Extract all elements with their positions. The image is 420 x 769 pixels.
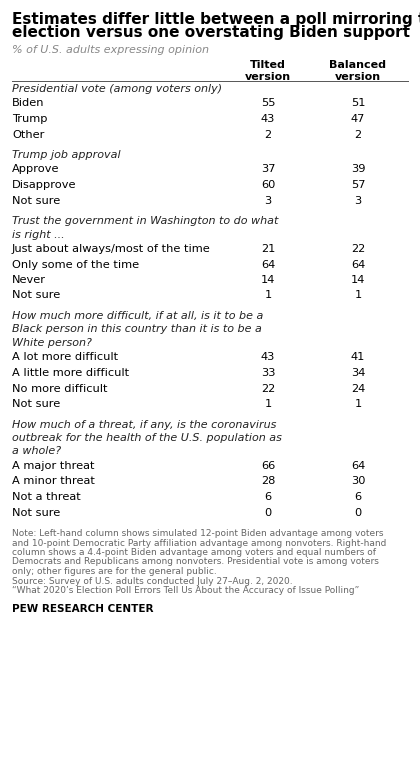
- Text: only; other figures are for the general public.: only; other figures are for the general …: [12, 567, 217, 576]
- Text: White person?: White person?: [12, 338, 92, 348]
- Text: 22: 22: [261, 384, 275, 394]
- Text: and 10-point Democratic Party affiliation advantage among nonvoters. Right-hand: and 10-point Democratic Party affiliatio…: [12, 538, 386, 548]
- Text: 51: 51: [351, 98, 365, 108]
- Text: column shows a 4.4-point Biden advantage among voters and equal numbers of: column shows a 4.4-point Biden advantage…: [12, 548, 376, 557]
- Text: 0: 0: [354, 508, 362, 518]
- Text: How much of a threat, if any, is the coronavirus: How much of a threat, if any, is the cor…: [12, 420, 276, 430]
- Text: 1: 1: [354, 399, 362, 409]
- Text: PEW RESEARCH CENTER: PEW RESEARCH CENTER: [12, 604, 153, 614]
- Text: Biden: Biden: [12, 98, 45, 108]
- Text: Black person in this country than it is to be a: Black person in this country than it is …: [12, 325, 262, 335]
- Text: Only some of the time: Only some of the time: [12, 259, 139, 269]
- Text: 43: 43: [261, 352, 275, 362]
- Text: 21: 21: [261, 244, 275, 254]
- Text: 2: 2: [265, 129, 272, 139]
- Text: 39: 39: [351, 165, 365, 175]
- Text: 3: 3: [354, 195, 362, 205]
- Text: 0: 0: [264, 508, 272, 518]
- Text: A lot more difficult: A lot more difficult: [12, 352, 118, 362]
- Text: Trump job approval: Trump job approval: [12, 150, 121, 160]
- Text: 64: 64: [351, 259, 365, 269]
- Text: 64: 64: [261, 259, 275, 269]
- Text: 47: 47: [351, 114, 365, 124]
- Text: 60: 60: [261, 180, 275, 190]
- Text: Balanced
version: Balanced version: [330, 60, 386, 82]
- Text: Just about always/most of the time: Just about always/most of the time: [12, 244, 211, 254]
- Text: Source: Survey of U.S. adults conducted July 27–Aug. 2, 2020.: Source: Survey of U.S. adults conducted …: [12, 577, 293, 585]
- Text: Not sure: Not sure: [12, 508, 60, 518]
- Text: Trust the government in Washington to do what: Trust the government in Washington to do…: [12, 216, 278, 226]
- Text: Not sure: Not sure: [12, 399, 60, 409]
- Text: % of U.S. adults expressing opinion: % of U.S. adults expressing opinion: [12, 45, 209, 55]
- Text: Trump: Trump: [12, 114, 47, 124]
- Text: Approve: Approve: [12, 165, 60, 175]
- Text: How much more difficult, if at all, is it to be a: How much more difficult, if at all, is i…: [12, 311, 263, 321]
- Text: 66: 66: [261, 461, 275, 471]
- Text: Presidential vote (among voters only): Presidential vote (among voters only): [12, 84, 222, 94]
- Text: Disapprove: Disapprove: [12, 180, 76, 190]
- Text: Democrats and Republicans among nonvoters. Presidential vote is among voters: Democrats and Republicans among nonvoter…: [12, 558, 379, 567]
- Text: is right ...: is right ...: [12, 229, 65, 239]
- Text: Not sure: Not sure: [12, 195, 60, 205]
- Text: A little more difficult: A little more difficult: [12, 368, 129, 378]
- Text: 41: 41: [351, 352, 365, 362]
- Text: 43: 43: [261, 114, 275, 124]
- Text: 37: 37: [261, 165, 275, 175]
- Text: 30: 30: [351, 477, 365, 487]
- Text: Not sure: Not sure: [12, 291, 60, 301]
- Text: 1: 1: [354, 291, 362, 301]
- Text: outbreak for the health of the U.S. population as: outbreak for the health of the U.S. popu…: [12, 433, 282, 443]
- Text: 6: 6: [354, 492, 362, 502]
- Text: Note: Left-hand column shows simulated 12-point Biden advantage among voters: Note: Left-hand column shows simulated 1…: [12, 529, 383, 538]
- Text: 33: 33: [261, 368, 275, 378]
- Text: No more difficult: No more difficult: [12, 384, 108, 394]
- Text: 14: 14: [261, 275, 275, 285]
- Text: Tilted
version: Tilted version: [245, 60, 291, 82]
- Text: 2: 2: [354, 129, 362, 139]
- Text: 6: 6: [265, 492, 272, 502]
- Text: a whole?: a whole?: [12, 447, 61, 457]
- Text: 55: 55: [261, 98, 275, 108]
- Text: Other: Other: [12, 129, 45, 139]
- Text: A minor threat: A minor threat: [12, 477, 95, 487]
- Text: 1: 1: [264, 291, 272, 301]
- Text: 3: 3: [264, 195, 272, 205]
- Text: 14: 14: [351, 275, 365, 285]
- Text: Estimates differ little between a poll mirroring the: Estimates differ little between a poll m…: [12, 12, 420, 27]
- Text: Never: Never: [12, 275, 46, 285]
- Text: 34: 34: [351, 368, 365, 378]
- Text: 1: 1: [264, 399, 272, 409]
- Text: 28: 28: [261, 477, 275, 487]
- Text: 24: 24: [351, 384, 365, 394]
- Text: A major threat: A major threat: [12, 461, 95, 471]
- Text: 64: 64: [351, 461, 365, 471]
- Text: 22: 22: [351, 244, 365, 254]
- Text: “What 2020’s Election Poll Errors Tell Us About the Accuracy of Issue Polling”: “What 2020’s Election Poll Errors Tell U…: [12, 586, 359, 595]
- Text: election versus one overstating Biden support: election versus one overstating Biden su…: [12, 25, 410, 40]
- Text: 57: 57: [351, 180, 365, 190]
- Text: Not a threat: Not a threat: [12, 492, 81, 502]
